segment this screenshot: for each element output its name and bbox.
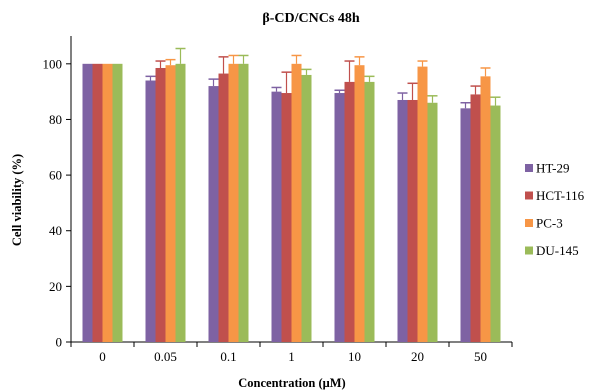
bar-pc-3 [480, 76, 491, 342]
legend-swatch-pc-3 [525, 219, 533, 227]
bar-pc-3 [354, 65, 365, 342]
bar-hct-116 [407, 99, 418, 343]
y-tick-label: 80 [49, 112, 62, 127]
bar-ht-29 [334, 93, 345, 342]
bar-ht-29 [271, 91, 282, 343]
bar-ht-29 [460, 108, 471, 342]
legend-label-du-145: DU-145 [536, 243, 579, 258]
bar-ht-29 [208, 86, 219, 342]
bar-ht-29 [145, 80, 156, 342]
bar-pc-3 [291, 63, 302, 343]
bar-du-145 [364, 81, 375, 343]
chart-title: β-CD/CNCs 48h [262, 11, 359, 26]
bar-du-145 [238, 63, 249, 343]
x-tick-label: 1 [288, 349, 295, 364]
bar-pc-3 [228, 63, 239, 343]
y-tick-label: 20 [49, 279, 62, 294]
y-axis-label: Cell viability (%) [10, 154, 24, 246]
x-tick-label: 0.05 [154, 349, 177, 364]
legend-label-ht-29: HT-29 [536, 161, 569, 176]
legend-label-hct-116: HCT-116 [536, 188, 585, 203]
legend-swatch-hct-116 [525, 191, 533, 200]
bar-ht-29 [82, 63, 93, 343]
y-tick-label: 60 [49, 168, 62, 183]
y-tick-label: 40 [49, 223, 62, 238]
bar-pc-3 [417, 66, 428, 342]
bar-hct-116 [155, 67, 166, 342]
bar-du-145 [427, 102, 438, 342]
plot-area: 0 20 40 60 80 100 0 0.05 0.1 1 10 20 50 [43, 36, 513, 364]
x-tick-label: 0.1 [220, 349, 236, 364]
x-tick-label: 10 [348, 349, 361, 364]
x-tick-label: 50 [474, 349, 487, 364]
bar-hct-116 [92, 63, 103, 343]
bar-ht-29 [397, 99, 408, 343]
legend-swatch-du-145 [525, 246, 533, 255]
x-axis-label: Concentration (μM) [238, 376, 345, 390]
bar-du-145 [175, 63, 186, 343]
bar-pc-3 [102, 63, 113, 343]
y-tick-label: 100 [43, 56, 63, 71]
bar-du-145 [301, 74, 312, 342]
bar-du-145 [490, 105, 501, 342]
legend-label-pc-3: PC-3 [536, 216, 563, 231]
bar-hct-116 [344, 81, 355, 343]
x-tick-label: 0 [99, 349, 106, 364]
bar-hct-116 [218, 73, 229, 343]
legend-swatch-ht-29 [525, 164, 533, 172]
bar-pc-3 [165, 65, 176, 342]
y-tick-label: 0 [56, 335, 63, 350]
legend: HT-29 HCT-116 PC-3 DU-145 [525, 161, 585, 258]
bar-hct-116 [281, 93, 292, 342]
bar-du-145 [112, 63, 123, 343]
x-tick-label: 20 [411, 349, 424, 364]
bar-hct-116 [470, 94, 481, 342]
